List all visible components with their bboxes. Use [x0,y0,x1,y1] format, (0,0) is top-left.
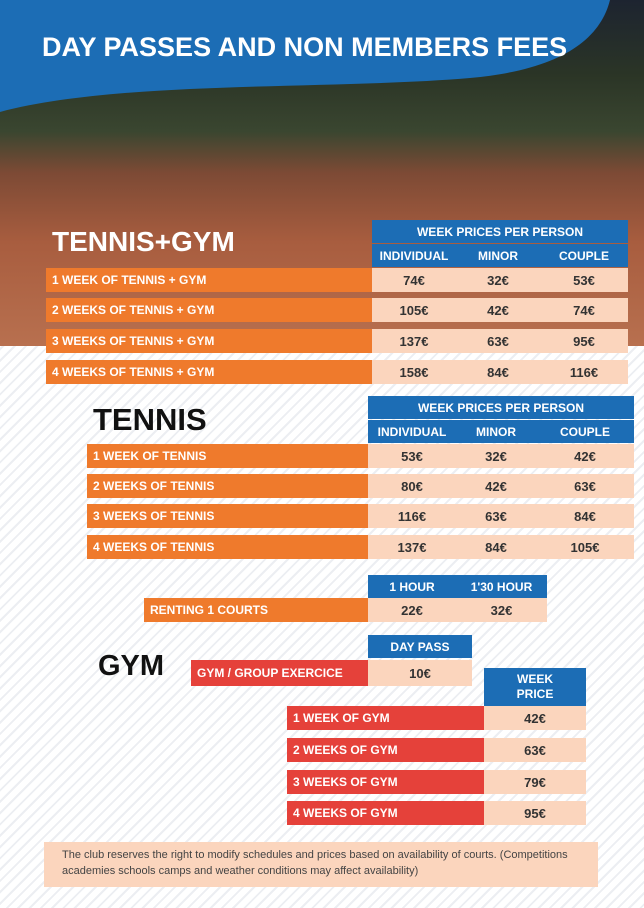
row-label: 2 WEEKS OF TENNIS [87,474,368,498]
row-label: 2 WEEKS OF GYM [287,738,484,762]
price-cell: 53€ [368,444,456,468]
column-header: COUPLE [536,420,634,443]
price-cell: 137€ [372,329,456,353]
price-cell: 84€ [456,535,536,559]
row-label: RENTING 1 COURTS [144,598,368,622]
column-header: INDIVIDUAL [372,244,456,267]
column-header: INDIVIDUAL [368,420,456,443]
price-cell: 137€ [368,535,456,559]
row-label: 4 WEEKS OF TENNIS [87,535,368,559]
row-label: 1 WEEK OF GYM [287,706,484,730]
price-cell: 79€ [484,770,586,794]
column-header: WEEK PRICE [484,668,586,706]
page-title: DAY PASSES AND NON MEMBERS FEES [42,32,568,62]
row-label: 3 WEEKS OF GYM [287,770,484,794]
price-cell: 105€ [372,298,456,322]
column-header: MINOR [456,244,540,267]
row-label: 4 WEEKS OF TENNIS + GYM [46,360,372,384]
column-header: COUPLE [540,244,628,267]
price-cell: 32€ [456,598,547,622]
price-cell: 63€ [536,474,634,498]
price-cell: 22€ [368,598,456,622]
price-cell: 42€ [456,298,540,322]
row-label: 1 WEEK OF TENNIS + GYM [46,268,372,292]
price-cell: 74€ [372,268,456,292]
section-heading: TENNIS+GYM [52,226,235,257]
column-header: MINOR [456,420,536,443]
price-cell: 42€ [456,474,536,498]
price-cell: 42€ [484,706,586,730]
column-header: 1 HOUR [368,575,456,598]
price-cell: 95€ [540,329,628,353]
price-cell: 74€ [540,298,628,322]
price-cell: 32€ [456,444,536,468]
disclaimer-note: The club reserves the right to modify sc… [44,842,598,887]
group-header: WEEK PRICES PER PERSON [372,220,628,243]
row-label: 2 WEEKS OF TENNIS + GYM [46,298,372,322]
row-label: 3 WEEKS OF TENNIS + GYM [46,329,372,353]
price-cell: 116€ [368,504,456,528]
column-header: 1'30 HOUR [456,575,547,598]
row-label: GYM / GROUP EXERCICE [191,660,368,686]
column-header: DAY PASS [368,635,472,658]
price-cell: 63€ [484,738,586,762]
header-banner [0,0,610,112]
price-cell: 42€ [536,444,634,468]
price-cell: 158€ [372,360,456,384]
row-label: 4 WEEKS OF GYM [287,801,484,825]
price-cell: 105€ [536,535,634,559]
group-header: WEEK PRICES PER PERSON [368,396,634,419]
price-cell: 116€ [540,360,628,384]
price-cell: 10€ [368,660,472,686]
price-cell: 80€ [368,474,456,498]
price-cell: 95€ [484,801,586,825]
section-heading: TENNIS [93,402,207,437]
price-cell: 63€ [456,329,540,353]
price-cell: 84€ [536,504,634,528]
section-heading: GYM [98,650,165,682]
row-label: 3 WEEKS OF TENNIS [87,504,368,528]
price-cell: 53€ [540,268,628,292]
row-label: 1 WEEK OF TENNIS [87,444,368,468]
price-cell: 84€ [456,360,540,384]
price-cell: 32€ [456,268,540,292]
price-cell: 63€ [456,504,536,528]
